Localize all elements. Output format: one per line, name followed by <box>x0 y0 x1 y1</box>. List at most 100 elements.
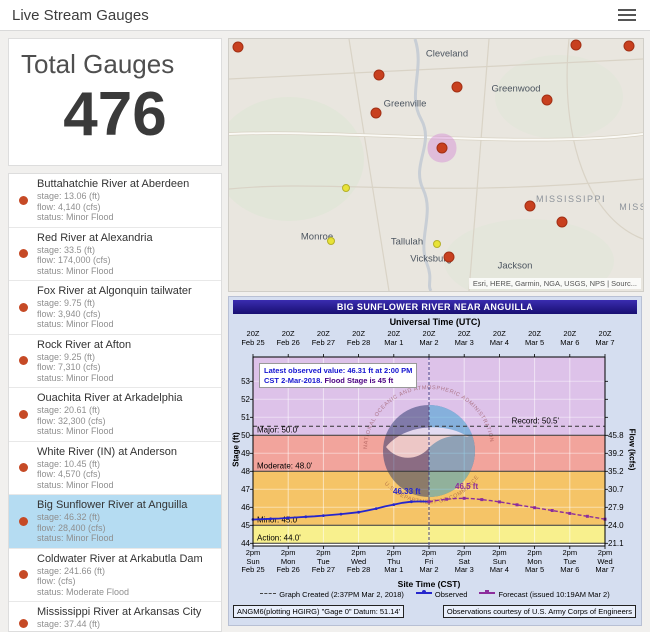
gauge-status: status: Minor Flood <box>37 319 114 329</box>
total-gauges-label: Total Gauges <box>21 49 175 79</box>
gauge-list-item[interactable]: Fox River at Algonquin tailwater stage: … <box>9 281 221 335</box>
legend-forecast: Forecast (issued 10:19AM Mar 2) <box>479 590 610 599</box>
gauge-name: Big Sunflower River at Anguilla <box>37 499 188 511</box>
gauge-status: status: Moderate Flood <box>37 586 130 597</box>
stage-tick-label: 53 <box>241 377 250 387</box>
map-gauge-marker[interactable] <box>370 107 382 119</box>
gauge-flow: flow: 7,310 (cfs) <box>37 362 101 372</box>
gauge-status-dot-icon <box>19 356 28 366</box>
map-gauge-marker[interactable] <box>451 81 463 93</box>
legend-observed-label: Observed <box>434 590 468 599</box>
map-gauge-marker[interactable] <box>373 69 385 81</box>
flow-axis-label: Flow (kcfs) <box>627 428 637 471</box>
gauge-name: Buttahatchie River at Aberdeen <box>37 178 190 190</box>
utc-tick-label: 20Z Mar 2 <box>419 329 439 347</box>
stage-tick-label: 46 <box>241 503 250 513</box>
gauge-text: Coldwater River at Arkabutla Dam stage: … <box>37 553 203 598</box>
page-title: Live Stream Gauges <box>12 7 149 24</box>
gauge-list-item[interactable]: Big Sunflower River at Anguilla stage: 4… <box>9 495 221 549</box>
gauge-flow: flow: 28,400 (cfs) <box>37 522 106 533</box>
total-gauges-value: 476 <box>63 80 167 149</box>
gauge-status-dot-icon <box>19 249 28 259</box>
gauge-name: Rock River at Afton <box>37 338 132 351</box>
svg-text:Minor: 45.0': Minor: 45.0' <box>257 515 299 524</box>
gauge-flow: flow: 3,940 (cfs) <box>37 308 101 319</box>
gauge-text: Rock River at Afton stage: 9.25 (ft) flo… <box>37 339 131 384</box>
stage-tick-label: 45 <box>241 521 250 531</box>
map-gauge-marker[interactable] <box>556 216 568 228</box>
utc-tick-label: 20Z Mar 5 <box>525 329 545 347</box>
gauge-stage: stage: 9.75 (ft) <box>37 298 96 308</box>
flood-stage-note: Flood Stage is 45 ft <box>324 375 394 385</box>
utc-tick-label: 20Z Feb 27 <box>311 329 336 347</box>
gauge-text: Red River at Alexandria stage: 33.5 (ft)… <box>37 232 153 277</box>
map-gauge-marker[interactable] <box>570 39 582 51</box>
cst-tick-label: 2pm Tue Feb 27 <box>311 548 336 574</box>
map-attribution: Esri, HERE, Garmin, NGA, USGS, NPS | Sou… <box>468 278 641 289</box>
cst-tick-label: 2pm Wed Mar 7 <box>595 548 615 574</box>
latest-observed-line2: CST 2-Mar-2018. <box>264 375 323 385</box>
gauge-name: Ouachita River at Arkadelphia <box>37 392 183 404</box>
gauge-list: Buttahatchie River at Aberdeen stage: 13… <box>8 173 222 632</box>
gauge-status: status: Minor Flood <box>37 212 114 222</box>
gauge-list-item[interactable]: Ouachita River at Arkadelphia stage: 20.… <box>9 388 221 442</box>
cst-axis-label: Site Time (CST) <box>397 579 461 589</box>
observed-line-icon <box>415 590 432 597</box>
utc-axis-label: Universal Time (UTC) <box>389 317 481 327</box>
utc-tick-label: 20Z Feb 28 <box>346 329 371 347</box>
gauge-text: Ouachita River at Arkadelphia stage: 20.… <box>37 392 183 437</box>
utc-tick-label: 20Z Mar 4 <box>489 329 509 347</box>
gauge-stage: stage: 20.61 (ft) <box>37 405 101 415</box>
gauge-list-item[interactable]: Red River at Alexandria stage: 33.5 (ft)… <box>9 228 221 281</box>
hydrograph-chart: NATIONAL OCEANIC AND ATMOSPHERIC ADMINIS… <box>250 354 608 549</box>
map-gauge-marker[interactable] <box>327 237 335 245</box>
map-panel[interactable]: Esri, HERE, Garmin, NGA, USGS, NPS | Sou… <box>228 38 644 292</box>
gauge-text: Fox River at Algonquin tailwater stage: … <box>37 285 192 330</box>
map-gauge-marker[interactable] <box>232 41 244 53</box>
gauge-status-dot-icon <box>19 618 28 628</box>
svg-text:Record: 50.5': Record: 50.5' <box>512 416 560 425</box>
gauge-stage: stage: 46.32 (ft) <box>37 512 101 522</box>
map-gauge-marker[interactable] <box>443 251 455 263</box>
utc-tick-label: 20Z Feb 25 <box>241 329 265 347</box>
gauge-text: White River (IN) at Anderson stage: 10.4… <box>37 446 177 491</box>
gauge-list-item[interactable]: White River (IN) at Anderson stage: 10.4… <box>9 442 221 495</box>
forecast-line-icon <box>479 590 496 597</box>
gauge-stage: stage: 13.06 (ft) <box>37 191 101 201</box>
flow-tick-label: 27.9 <box>608 503 624 513</box>
map-gauge-marker[interactable] <box>433 240 441 248</box>
flow-tick-label: 45.8 <box>608 431 624 441</box>
gauge-name: Fox River at Algonquin tailwater <box>37 285 192 297</box>
gauge-name: White River (IN) at Anderson <box>37 445 177 458</box>
gauge-status-dot-icon <box>19 302 28 312</box>
gauge-list-item[interactable]: Rock River at Afton stage: 9.25 (ft) flo… <box>9 335 221 388</box>
cst-tick-label: 2pm Wed Feb 28 <box>346 548 371 574</box>
hamburger-menu-icon[interactable] <box>618 9 636 23</box>
gauge-text: Mississippi River at Arkansas City stage… <box>37 606 201 631</box>
gauge-list-item[interactable]: Coldwater River at Arkabutla Dam stage: … <box>9 549 221 602</box>
gauge-status-dot-icon <box>19 463 28 473</box>
gauge-stage: stage: 10.45 (ft) <box>37 458 101 469</box>
map-gauge-marker[interactable] <box>541 94 553 106</box>
utc-tick-label: 20Z Mar 1 <box>384 329 404 347</box>
cst-tick-label: 2pm Mon Feb 26 <box>276 548 300 574</box>
map-gauge-marker[interactable] <box>524 200 536 212</box>
gauge-text: Big Sunflower River at Anguilla stage: 4… <box>37 499 187 544</box>
stage-tick-label: 51 <box>241 413 250 423</box>
stage-tick-label: 44 <box>241 539 250 549</box>
stage-tick-label: 52 <box>241 395 250 405</box>
hydrograph-legend: Graph Created (2:37PM Mar 2, 2018) Obser… <box>229 590 641 599</box>
gauge-status-dot-icon <box>19 570 28 580</box>
legend-created-label: Graph Created (2:37PM Mar 2, 2018) <box>279 590 404 599</box>
map-gauge-marker[interactable] <box>623 40 635 52</box>
map-gauge-marker-selected[interactable] <box>436 142 448 154</box>
cst-tick-label: 2pm Thu Mar 1 <box>384 548 404 574</box>
flow-tick-label: 35.2 <box>608 467 624 477</box>
map-gauge-marker[interactable] <box>342 184 350 192</box>
gauge-status-dot-icon <box>19 409 28 419</box>
stage-tick-label: 50 <box>241 431 250 441</box>
cst-tick-label: 2pm Mon Mar 5 <box>525 548 545 574</box>
gauge-stage: stage: 33.5 (ft) <box>37 244 96 255</box>
gauge-list-item[interactable]: Mississippi River at Arkansas City stage… <box>9 602 221 631</box>
gauge-list-item[interactable]: Buttahatchie River at Aberdeen stage: 13… <box>9 174 221 228</box>
